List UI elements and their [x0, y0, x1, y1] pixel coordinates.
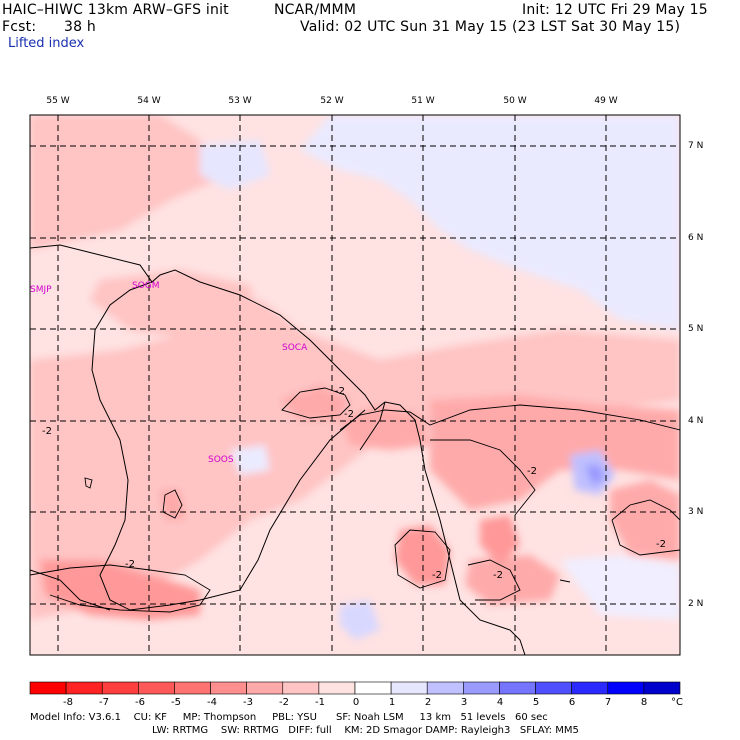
color-bar-swatch	[318, 681, 356, 695]
color-bar-swatch	[607, 681, 645, 695]
contour-label: -2	[527, 466, 537, 477]
contour-label: -2	[344, 409, 354, 420]
contour-label: -2	[335, 386, 345, 397]
legend-label: 1	[388, 697, 396, 708]
legend-label: -6	[135, 697, 145, 708]
station-label: SOGM	[132, 281, 160, 291]
lon-label: 49 W	[594, 96, 618, 106]
color-bar-swatch	[29, 681, 67, 695]
color-bar-swatch	[535, 681, 572, 695]
lon-label: 50 W	[503, 96, 527, 106]
legend-label: 0	[352, 697, 360, 708]
field-name: Lifted index	[8, 36, 85, 51]
model-info-line1: Model Info: V3.6.1 CU: KF MP: Thompson P…	[30, 712, 548, 723]
legend-label: -5	[171, 697, 181, 708]
color-bar-swatch	[643, 681, 681, 695]
legend-label: -3	[243, 697, 253, 708]
legend-label: 2	[424, 697, 432, 708]
lon-label: 53 W	[228, 96, 252, 106]
color-bar-swatch	[354, 681, 392, 695]
color-bar-swatch	[426, 681, 464, 695]
lat-label: 4 N	[688, 416, 704, 426]
legend-label: -7	[99, 697, 109, 708]
legend-label: -4	[207, 697, 217, 708]
legend-label: -1	[315, 697, 325, 708]
color-bar-swatch	[174, 681, 211, 695]
coastline-borders	[30, 244, 526, 655]
contour-lines	[30, 387, 680, 613]
org-label: NCAR/MMM	[274, 2, 357, 18]
color-bar-swatch	[390, 681, 428, 695]
legend-label: 6	[568, 697, 576, 708]
model-info-line2: LW: RRTMG SW: RRTMG DIFF: full KM: 2D Sm…	[152, 725, 579, 736]
lat-label: 3 N	[688, 507, 704, 517]
legend-label: 5	[532, 697, 540, 708]
color-bar-swatch	[499, 681, 536, 695]
color-bar-swatch	[138, 681, 175, 695]
legend-label: 7	[604, 697, 612, 708]
init-time: Init: 12 UTC Fri 29 May 15	[522, 2, 708, 18]
contour-label: -2	[656, 539, 666, 550]
color-bar-swatch	[210, 681, 247, 695]
lon-label: 51 W	[411, 96, 435, 106]
lat-label: 7 N	[688, 141, 704, 151]
contour-label: -2	[90, 560, 100, 571]
lon-label: 54 W	[137, 96, 161, 106]
legend-label: -8	[63, 697, 73, 708]
contour-label: -2	[42, 426, 52, 437]
color-bar-swatch	[282, 681, 320, 695]
forecast-hour: 38 h	[64, 19, 96, 35]
lat-label: 5 N	[688, 324, 704, 334]
station-label: SOCA	[282, 343, 308, 353]
lat-label: 2 N	[688, 599, 704, 609]
legend-label: 4	[496, 697, 504, 708]
contour-label: -2	[493, 570, 503, 581]
legend-unit: °C	[671, 697, 683, 708]
shaded-field	[30, 115, 680, 640]
lat-lon-grid	[30, 115, 680, 655]
valid-time: Valid: 02 UTC Sun 31 May 15 (23 LST Sat …	[300, 19, 681, 35]
contour-label: -2	[125, 559, 135, 570]
lon-label: 55 W	[46, 96, 70, 106]
station-label: SMJP	[30, 285, 52, 295]
forecast-label: Fcst:	[2, 19, 37, 35]
legend-label: 3	[460, 697, 468, 708]
contour-label: -2	[432, 570, 442, 581]
lon-label: 52 W	[320, 96, 344, 106]
legend-label: 8	[640, 697, 648, 708]
color-bar-swatch	[101, 681, 139, 695]
station-label: SOOS	[208, 455, 234, 465]
color-bar	[29, 681, 681, 695]
model-title: HAIC–HIWC 13km ARW–GFS init	[2, 2, 229, 18]
legend-label: -2	[279, 697, 289, 708]
color-bar-swatch	[463, 681, 500, 695]
color-bar-swatch	[246, 681, 284, 695]
color-bar-swatch	[65, 681, 103, 695]
color-bar-swatch	[571, 681, 609, 695]
lat-label: 6 N	[688, 233, 704, 243]
map-frame	[29, 114, 681, 656]
